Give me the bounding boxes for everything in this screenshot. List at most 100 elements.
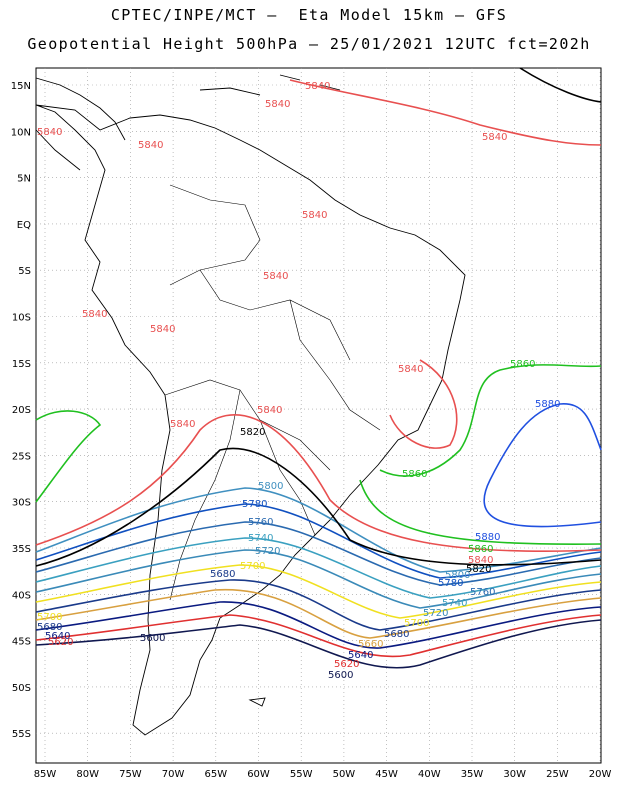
lon-tick-label: 70W <box>162 769 185 780</box>
contour-5700 <box>35 564 602 619</box>
contour-label: 5800 <box>445 570 470 581</box>
lon-tick-label: 30W <box>503 769 526 780</box>
contour-5680 <box>35 579 602 631</box>
coastlines <box>35 74 466 736</box>
contour-label: 5700 <box>404 618 429 629</box>
contour-label: 5780 <box>242 499 267 510</box>
contour-label: 5840 <box>302 210 327 221</box>
contour-5660 <box>35 588 602 639</box>
axis-ticks: 15N 10N 5N EQ 5S 10S 15S 20S 25S 30S 35S 40S 45S 50S 5… <box>11 81 612 780</box>
lat-tick-label: 35S <box>12 544 31 555</box>
contour-labels: 5840 5840 5840 5840 5840 5840 5840 5840 … <box>37 81 560 681</box>
contour-label: 5840 <box>482 132 507 143</box>
lon-tick-label: 45W <box>375 769 398 780</box>
contour-label: 5880 <box>475 532 500 543</box>
lat-tick-label: 10S <box>12 313 31 324</box>
lat-tick-label: 30S <box>12 498 31 509</box>
lat-tick-label: 45S <box>12 637 31 648</box>
lat-tick-label: 25S <box>12 451 31 462</box>
contour-5760 <box>35 521 602 586</box>
lon-tick-label: 80W <box>76 769 99 780</box>
country-borders <box>164 184 381 601</box>
contour-label: 5600 <box>328 670 353 681</box>
lat-tick-label: 15S <box>12 359 31 370</box>
contour-5880-north <box>519 67 602 103</box>
lat-tick-label: 50S <box>12 683 31 694</box>
contour-label: 5800 <box>258 481 283 492</box>
contour-label: 5840 <box>257 405 282 416</box>
lat-tick-label: 40S <box>12 590 31 601</box>
contour-label: 5620 <box>48 637 73 648</box>
contour-label: 5840 <box>468 555 493 566</box>
contour-5840-north <box>289 79 602 146</box>
lon-tick-label: 35W <box>461 769 484 780</box>
contour-label: 5700 <box>37 612 62 623</box>
contour-5640 <box>35 601 602 649</box>
contour-label: 5820 <box>466 564 491 575</box>
lon-tick-label: 40W <box>418 769 441 780</box>
map-frame <box>35 67 602 764</box>
contour-label: 5700 <box>240 561 265 572</box>
contour-5820 <box>35 447 602 567</box>
contour-label: 5680 <box>210 569 235 580</box>
lon-tick-label: 65W <box>204 769 227 780</box>
lat-tick-label: 5N <box>17 174 31 185</box>
contour-5780 <box>35 503 602 579</box>
lon-tick-label: 75W <box>119 769 142 780</box>
contour-label: 5640 <box>45 631 70 642</box>
contour-label: 5840 <box>82 309 107 320</box>
contour-5840 <box>35 414 602 552</box>
lat-tick-label: 10N <box>11 127 31 138</box>
lon-tick-label: 55W <box>290 769 313 780</box>
contour-5840-hook <box>389 359 458 449</box>
lon-tick-label: 60W <box>247 769 270 780</box>
contour-label: 5600 <box>140 633 165 644</box>
contour-label: 5740 <box>248 533 273 544</box>
caribbean-islands <box>199 74 341 96</box>
contour-label: 5620 <box>334 659 359 670</box>
contour-label: 5840 <box>150 324 175 335</box>
contour-label: 5640 <box>348 650 373 661</box>
lat-tick-label: 15N <box>11 81 31 92</box>
contour-label: 5760 <box>470 587 495 598</box>
contour-label: 5780 <box>438 578 463 589</box>
contour-5880 <box>483 403 602 528</box>
contour-label: 5840 <box>170 419 195 430</box>
contour-5800 <box>35 487 602 573</box>
contour-5720 <box>35 549 602 609</box>
falklands <box>248 697 266 707</box>
contour-label: 5840 <box>263 271 288 282</box>
lon-tick-label: 50W <box>333 769 356 780</box>
contour-label: 5880 <box>535 399 560 410</box>
lat-tick-label: 5S <box>18 266 31 277</box>
contour-label: 5720 <box>423 608 448 619</box>
contour-label: 5840 <box>398 364 423 375</box>
height-contours <box>35 67 602 669</box>
contour-label: 5680 <box>384 629 409 640</box>
lon-tick-label: 25W <box>546 769 569 780</box>
contour-label: 5860 <box>468 544 493 555</box>
lon-tick-label: 85W <box>34 769 57 780</box>
contour-label: 5660 <box>358 639 383 650</box>
contour-label: 5740 <box>442 598 467 609</box>
lat-tick-label: EQ <box>17 220 31 231</box>
contour-5740 <box>35 537 602 599</box>
contour-5860 <box>35 364 602 545</box>
south-america-coast <box>35 104 466 736</box>
central-america-coast <box>35 77 126 171</box>
lon-tick-label: 20W <box>589 769 612 780</box>
contour-label: 5760 <box>248 517 273 528</box>
contour-label: 5680 <box>37 622 62 633</box>
lat-tick-label: 55S <box>12 729 31 740</box>
title-line-1: CPTEC/INPE/MCT – Eta Model 15km – GFS <box>110 6 508 24</box>
lat-tick-label: 20S <box>12 405 31 416</box>
contour-5600 <box>35 619 602 669</box>
contour-label: 5840 <box>37 127 62 138</box>
contour-5620 <box>35 614 602 658</box>
contour-label: 5720 <box>255 546 280 557</box>
contour-label: 5840 <box>305 81 330 92</box>
contour-label: 5860 <box>402 469 427 480</box>
title-line-2: Geopotential Height 500hPa – 25/01/2021 … <box>27 35 591 53</box>
contour-label: 5820 <box>240 427 265 438</box>
